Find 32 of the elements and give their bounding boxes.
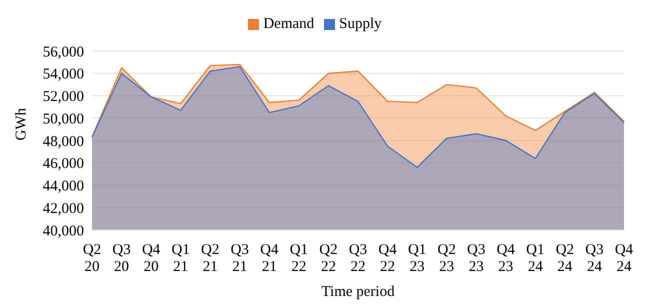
y-tick-label: 44,000 [42,178,84,195]
x-tick-label: Q3 24 [585,242,604,275]
x-tick-label: Q2 21 [201,242,220,275]
y-tick-label: 50,000 [42,111,84,128]
legend-label: Supply [339,16,382,32]
x-tick-label: Q3 21 [230,242,249,275]
x-tick-label: Q3 22 [348,242,368,275]
x-tick-label: Q4 21 [260,242,279,275]
x-tick-label: Q1 21 [171,242,190,275]
legend-label: Demand [263,16,314,32]
x-tick-label: Q2 20 [82,242,102,275]
y-tick-label: 54,000 [42,66,84,83]
x-tick-label: Q2 24 [556,242,574,275]
x-axis-title: Time period [321,284,396,300]
x-tick-label: Q4 23 [496,242,516,275]
y-tick-label: 42,000 [42,200,84,217]
x-tick-label: Q1 23 [408,242,426,275]
y-axis-title: GWh [13,108,30,140]
x-tick-label: Q4 22 [378,242,398,275]
x-tick-label: Q3 20 [112,242,131,275]
x-tick-label: Q3 23 [467,242,486,275]
y-tick-label: 40,000 [42,223,84,240]
x-tick-label: Q4 24 [614,242,634,275]
y-tick-label: 56,000 [42,44,84,60]
x-tick-label: Q1 22 [290,242,308,275]
x-tick-label: Q2 23 [437,242,456,275]
x-tick-label: Q4 20 [142,242,161,275]
y-tick-label: 46,000 [42,156,84,172]
x-tick-label: Q2 22 [319,242,338,275]
x-tick-label: Q1 24 [526,242,545,275]
y-tick-label: 52,000 [42,89,84,106]
y-tick-label: 48,000 [42,134,84,150]
